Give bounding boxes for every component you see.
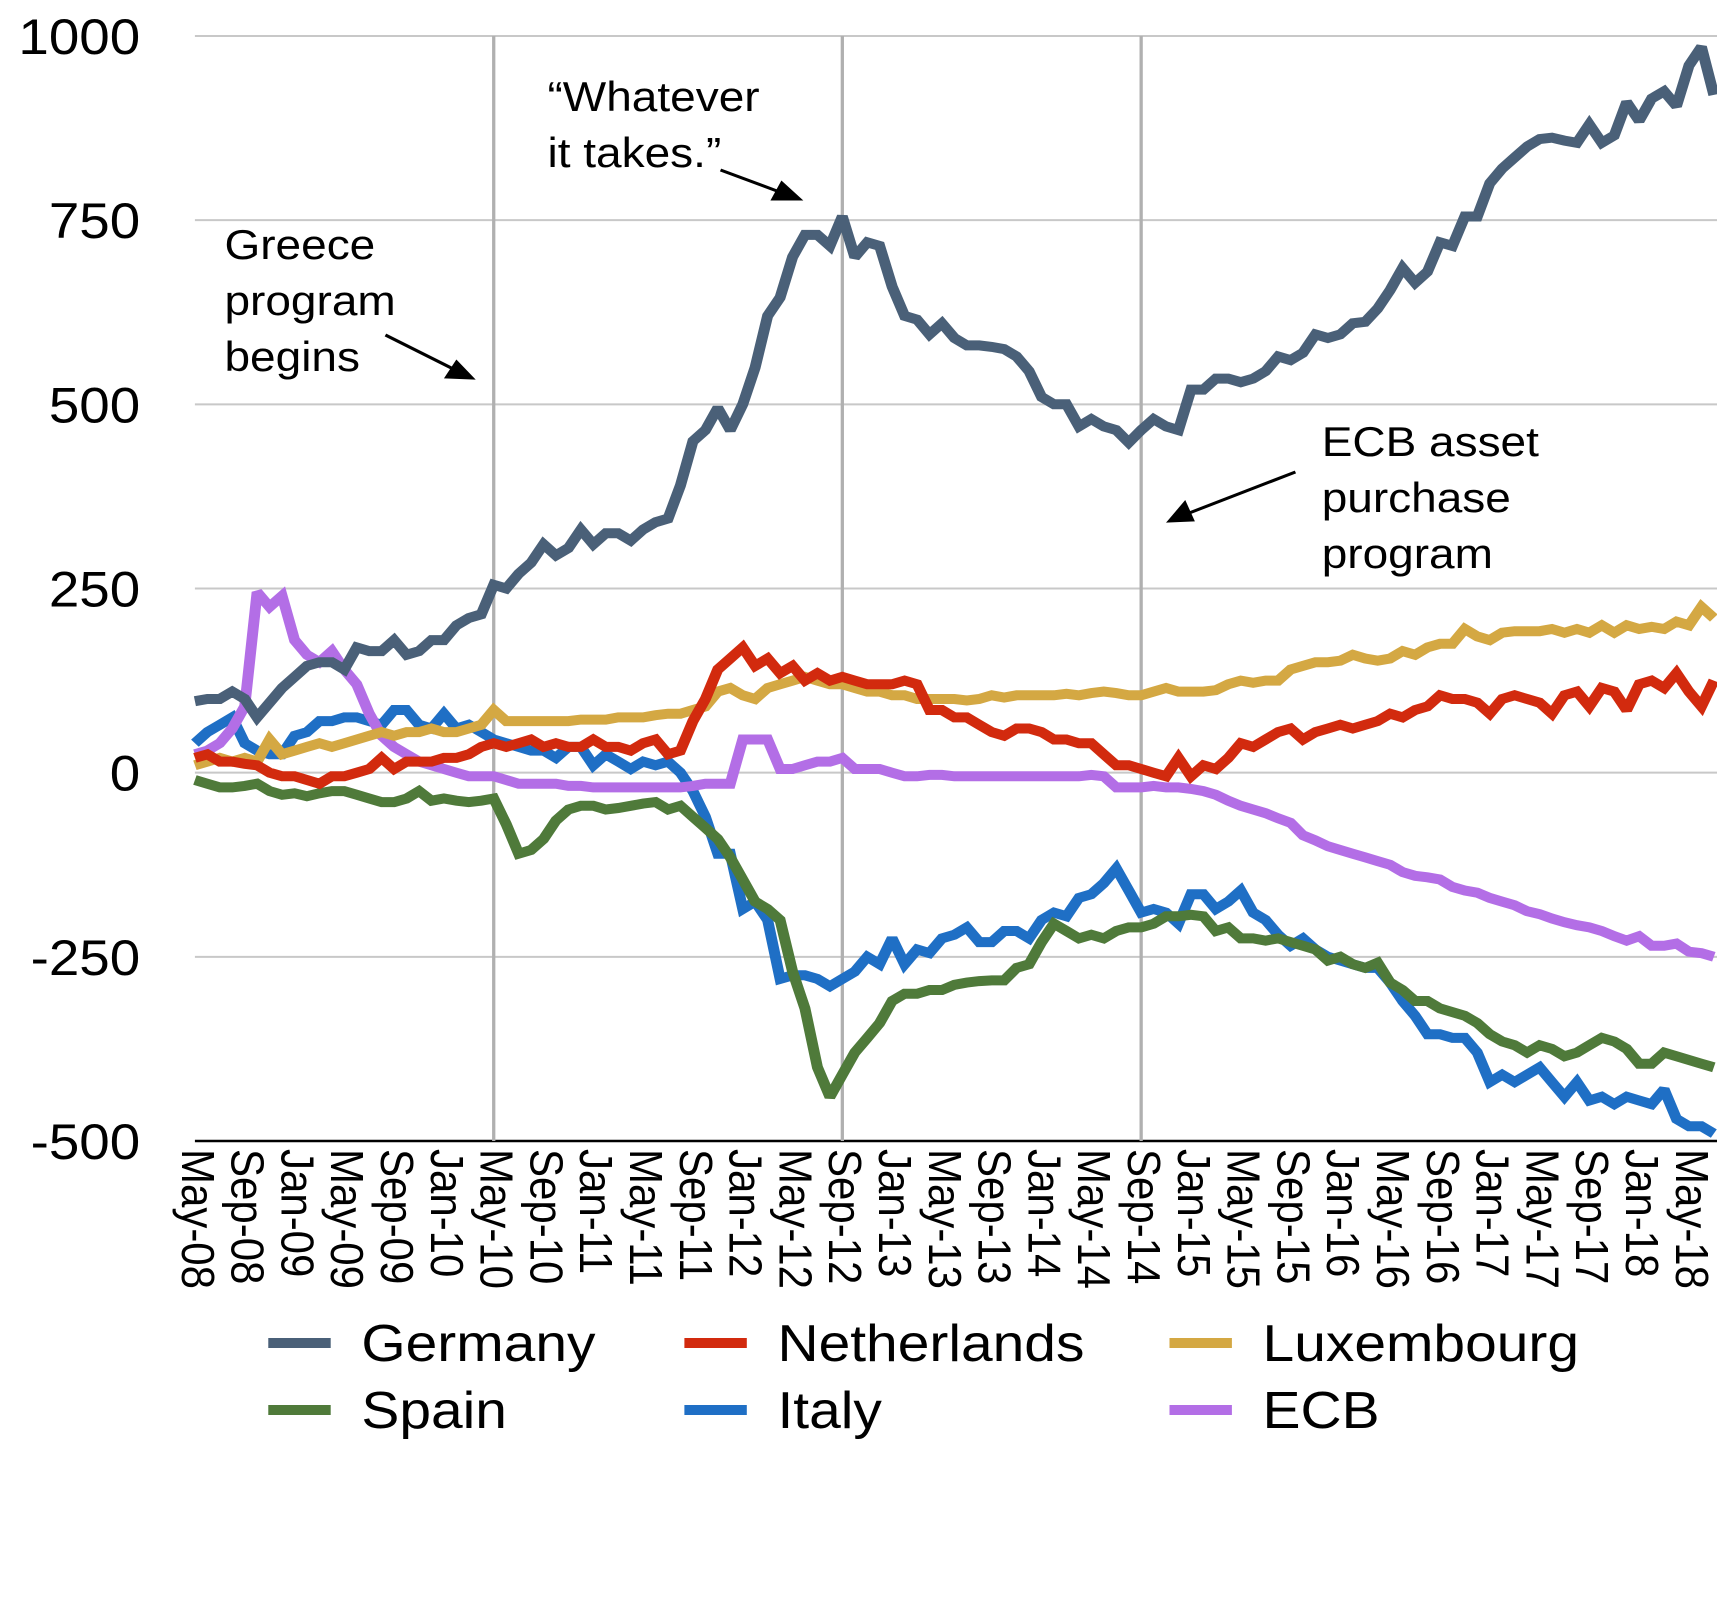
x-tick-label: Sep-16 (1416, 1149, 1467, 1284)
legend-label: Germany (361, 1314, 596, 1372)
x-tick-label: May-18 (1665, 1149, 1716, 1289)
x-tick-label: Jan-10 (420, 1149, 471, 1277)
annotation: ECB asset (1322, 419, 1539, 466)
x-tick-label: Sep-08 (221, 1149, 272, 1284)
legend-label: Luxembourg (1263, 1314, 1579, 1372)
annotation: “Whatever (548, 74, 760, 121)
grid: -500 -250 0 250 500 750 1000 (18, 10, 1717, 1170)
arrows (384, 168, 1297, 523)
arrow (1188, 470, 1297, 515)
x-tick-label: Jan-12 (719, 1149, 770, 1277)
x-tick-label: Jan-11 (570, 1149, 621, 1274)
annotation: purchase (1322, 475, 1511, 522)
x-tick-label: May-11 (620, 1149, 671, 1286)
x-tick-label: Jan-14 (1018, 1149, 1069, 1277)
arrow-head (443, 359, 476, 380)
x-tick-label: May-12 (769, 1149, 820, 1289)
x-tick-label: Sep-09 (371, 1149, 422, 1284)
x-tick-label: May-17 (1516, 1149, 1567, 1289)
x-tick-label: Jan-16 (1317, 1149, 1368, 1277)
x-tick-label: May-14 (1068, 1149, 1119, 1289)
y-tick-label: 1000 (18, 10, 140, 65)
arrow (384, 333, 455, 371)
x-tick-label: May-16 (1367, 1149, 1418, 1289)
x-tick-label: Sep-11 (669, 1149, 720, 1281)
x-tick-label: Sep-10 (520, 1149, 571, 1284)
series-line (193, 598, 1717, 771)
x-tick-label: Jan-13 (869, 1149, 920, 1277)
x-tick-label: Sep-17 (1566, 1149, 1617, 1284)
y-tick-label: 750 (49, 194, 140, 249)
legend-label: Italy (777, 1381, 882, 1439)
legend-label: ECB (1263, 1381, 1380, 1439)
x-tick-label: Sep-13 (968, 1149, 1019, 1284)
x-tick-label: May-08 (171, 1149, 222, 1289)
x-tick-label: May-15 (1217, 1149, 1268, 1289)
series-line (193, 639, 1717, 790)
x-tick-label: Jan-09 (271, 1149, 322, 1277)
x-tick-label: Sep-14 (1118, 1149, 1169, 1284)
y-tick-label: 250 (49, 563, 140, 618)
y-tick-label: -500 (31, 1115, 141, 1170)
series-line (191, 705, 1717, 1138)
series-line (193, 44, 1717, 727)
series-line (193, 586, 1716, 962)
annotation: program (224, 278, 395, 325)
annotation: Greece (224, 222, 375, 269)
legend-label: Netherlands (777, 1314, 1084, 1372)
series-line (193, 775, 1716, 1100)
x-tick-label: Jan-15 (1167, 1149, 1218, 1277)
y-tick-label: 500 (49, 378, 140, 433)
x-tick-label: Sep-12 (819, 1149, 870, 1284)
annotation: it takes.” (548, 130, 722, 177)
annotation: program (1322, 531, 1493, 578)
x-tick-label: Jan-17 (1466, 1149, 1517, 1277)
arrow-head (1165, 500, 1195, 523)
x-tick-label: May-09 (321, 1149, 372, 1289)
arrow-head (770, 180, 804, 201)
legend-label: Spain (361, 1381, 507, 1439)
x-tick-label: Sep-15 (1267, 1149, 1318, 1284)
y-tick-label: 0 (110, 747, 140, 802)
arrow (719, 168, 781, 194)
annotation: begins (224, 334, 360, 381)
y-tick-label: -250 (31, 931, 141, 986)
x-tick-label: Jan-18 (1616, 1149, 1667, 1277)
x-tick-label: May-10 (470, 1149, 521, 1289)
x-tick-label: May-13 (918, 1149, 969, 1289)
